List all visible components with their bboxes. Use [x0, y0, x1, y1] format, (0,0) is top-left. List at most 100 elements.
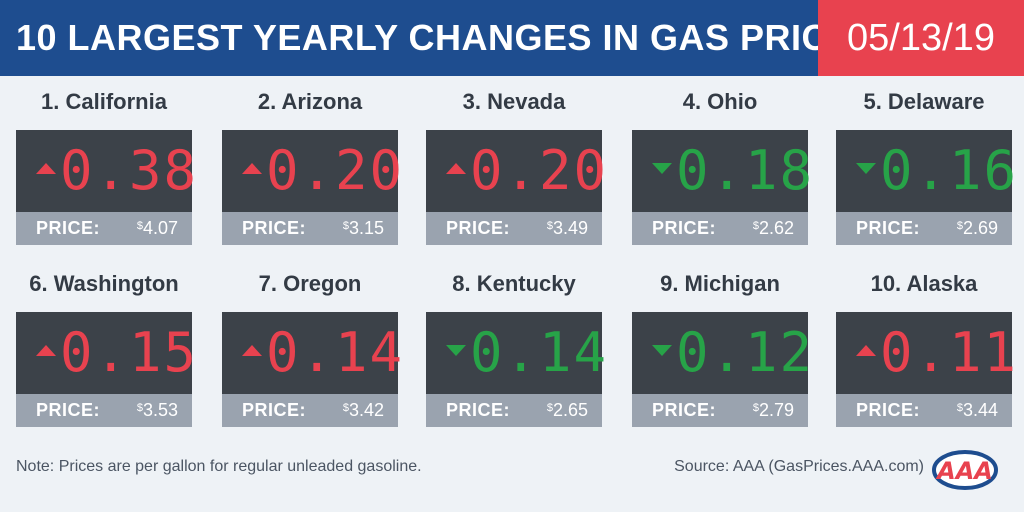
arrow-down-icon	[652, 163, 672, 174]
change-display: 0.20	[426, 130, 609, 212]
state-card: 7. Oregon 0.14 PRICE: $3.42	[222, 268, 405, 427]
aaa-logo: AAA	[932, 450, 998, 490]
currency-symbol: $	[956, 220, 963, 232]
header-bar: 10 LARGEST YEARLY CHANGES IN GAS PRICES …	[0, 0, 1024, 76]
price-bar: PRICE: $2.79	[632, 394, 808, 427]
price-value: $2.62	[753, 212, 794, 245]
price-value: $3.15	[343, 212, 384, 245]
state-card: 8. Kentucky 0.14 PRICE: $2.65	[426, 268, 609, 427]
state-card: 4. Ohio 0.18 PRICE: $2.62	[632, 86, 815, 245]
price-amount: 3.49	[552, 218, 588, 238]
price-change-value: 0.15	[60, 321, 199, 384]
change-display: 0.38	[16, 130, 199, 212]
price-amount: 4.07	[142, 218, 178, 238]
change-display: 0.15	[16, 312, 199, 394]
price-change-value: 0.16	[880, 139, 1019, 202]
footer-note: Note: Prices are per gallon for regular …	[16, 458, 422, 475]
price-change-value: 0.14	[470, 321, 609, 384]
currency-symbol: $	[136, 402, 143, 414]
price-change-value: 0.12	[676, 321, 815, 384]
price-label: PRICE:	[652, 218, 717, 238]
state-card: 9. Michigan 0.12 PRICE: $2.79	[632, 268, 815, 427]
price-label: PRICE:	[446, 218, 511, 238]
price-amount: 2.79	[758, 400, 794, 420]
price-value: $4.07	[137, 212, 178, 245]
currency-symbol: $	[752, 220, 759, 232]
change-display: 0.11	[836, 312, 1019, 394]
price-change-value: 0.14	[266, 321, 405, 384]
state-label: 7. Oregon	[258, 271, 362, 296]
price-bar: PRICE: $2.69	[836, 212, 1012, 245]
state-label: 5. Delaware	[863, 89, 985, 114]
arrow-up-icon	[36, 345, 56, 356]
price-bar: PRICE: $3.44	[836, 394, 1012, 427]
price-value: $3.49	[547, 212, 588, 245]
state-card: 5. Delaware 0.16 PRICE: $2.69	[836, 86, 1019, 245]
state-card: 1. California 0.38 PRICE: $4.07	[16, 86, 199, 245]
arrow-up-icon	[856, 345, 876, 356]
price-amount: 3.53	[142, 400, 178, 420]
state-label: 3. Nevada	[462, 89, 566, 114]
price-bar: PRICE: $3.42	[222, 394, 398, 427]
price-label: PRICE:	[242, 218, 307, 238]
currency-symbol: $	[956, 402, 963, 414]
price-amount: 3.15	[348, 218, 384, 238]
price-change-value: 0.20	[470, 139, 609, 202]
price-value: $3.42	[343, 394, 384, 427]
arrow-down-icon	[446, 345, 466, 356]
change-display: 0.20	[222, 130, 405, 212]
price-change-value: 0.18	[676, 139, 815, 202]
price-label: PRICE:	[36, 218, 101, 238]
currency-symbol: $	[342, 402, 349, 414]
arrow-down-icon	[856, 163, 876, 174]
state-label: 10. Alaska	[870, 271, 978, 296]
state-card: 10. Alaska 0.11 PRICE: $3.44	[836, 268, 1019, 427]
state-label: 1. California	[41, 89, 167, 114]
state-label: 9. Michigan	[660, 271, 780, 296]
currency-symbol: $	[342, 220, 349, 232]
change-display: 0.16	[836, 130, 1019, 212]
price-change-value: 0.38	[60, 139, 199, 202]
price-amount: 3.44	[962, 400, 998, 420]
currency-symbol: $	[546, 220, 553, 232]
currency-symbol: $	[546, 402, 553, 414]
state-label: 2. Arizona	[257, 89, 363, 114]
aaa-logo-text: AAA	[935, 457, 993, 485]
price-value: $2.79	[753, 394, 794, 427]
state-card: 3. Nevada 0.20 PRICE: $3.49	[426, 86, 609, 245]
change-display: 0.14	[426, 312, 609, 394]
page-title: 10 LARGEST YEARLY CHANGES IN GAS PRICES	[16, 17, 878, 58]
state-label: 8. Kentucky	[452, 271, 576, 296]
change-display: 0.14	[222, 312, 405, 394]
state-card: 2. Arizona 0.20 PRICE: $3.15	[222, 86, 405, 245]
state-label: 6. Washington	[29, 271, 179, 296]
price-value: $2.69	[957, 212, 998, 245]
price-label: PRICE:	[242, 400, 307, 420]
price-bar: PRICE: $3.49	[426, 212, 602, 245]
state-label: 4. Ohio	[682, 89, 758, 114]
price-value: $2.65	[547, 394, 588, 427]
currency-symbol: $	[752, 402, 759, 414]
footer-source: Source: AAA (GasPrices.AAA.com)	[674, 458, 924, 475]
price-bar: PRICE: $2.62	[632, 212, 808, 245]
price-bar: PRICE: $4.07	[16, 212, 192, 245]
price-label: PRICE:	[652, 400, 717, 420]
arrow-up-icon	[446, 163, 466, 174]
price-change-value: 0.20	[266, 139, 405, 202]
price-amount: 2.69	[962, 218, 998, 238]
price-bar: PRICE: $2.65	[426, 394, 602, 427]
price-bar: PRICE: $3.15	[222, 212, 398, 245]
price-value: $3.44	[957, 394, 998, 427]
price-amount: 2.65	[552, 400, 588, 420]
change-display: 0.18	[632, 130, 815, 212]
arrow-down-icon	[652, 345, 672, 356]
price-change-value: 0.11	[880, 321, 1019, 384]
price-label: PRICE:	[856, 218, 921, 238]
change-display: 0.12	[632, 312, 815, 394]
arrow-up-icon	[242, 163, 262, 174]
price-label: PRICE:	[856, 400, 921, 420]
price-label: PRICE:	[36, 400, 101, 420]
date-badge: 05/13/19	[818, 0, 1024, 76]
price-label: PRICE:	[446, 400, 511, 420]
price-amount: 3.42	[348, 400, 384, 420]
